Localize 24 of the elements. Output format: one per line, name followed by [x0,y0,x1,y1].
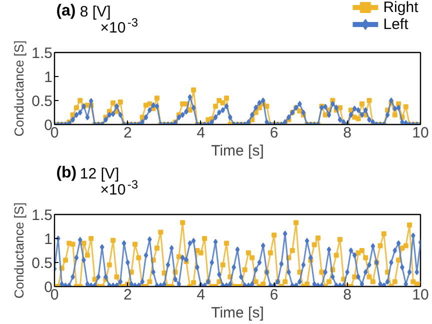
chart-title: (a) [56,2,76,20]
x-axis-title: Time [s] [211,142,264,160]
x-tick-label: 4 [196,124,206,142]
x-tick-label: 8 [343,286,352,304]
x-axis-title: Time [s] [211,304,264,322]
x-tick-label: 4 [196,286,206,304]
y-tick-label: 1 [44,231,52,248]
x-tick-label: 2 [124,124,132,142]
x-tick-label: 8 [343,124,352,142]
x-tick-label: 10 [412,124,429,142]
legend-label: Left [383,16,410,33]
y-axis-title: Conductance [S] [12,40,27,137]
legend-label: Right [383,0,420,16]
chart-title: (b) [56,164,77,182]
x-tick-label: 6 [270,124,278,142]
x-tick-label: 6 [270,286,278,304]
y-tick-label: 0.5 [32,255,53,272]
y-tick-label: 1 [44,69,52,86]
y-tick-label: 1.5 [32,207,53,224]
y-tick-label: 1.5 [32,45,53,62]
x-tick-label: 10 [412,286,429,304]
y-tick-label: 0.5 [32,93,53,110]
y-axis-title: Conductance [S] [12,202,27,299]
x-tick-label: 2 [124,286,132,304]
